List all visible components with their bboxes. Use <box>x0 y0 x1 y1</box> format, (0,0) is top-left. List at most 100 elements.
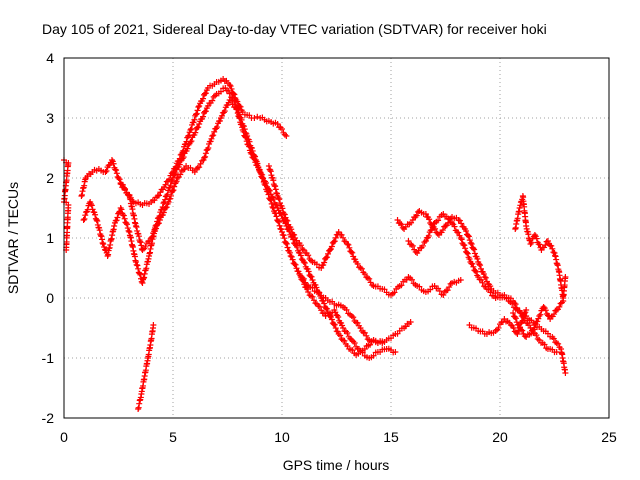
data-point <box>231 91 238 98</box>
data-point <box>148 235 155 241</box>
data-point <box>265 191 272 198</box>
data-point <box>471 246 478 253</box>
data-point <box>469 260 476 267</box>
data-point <box>470 245 477 252</box>
data-point <box>163 204 170 211</box>
data-point <box>288 253 295 260</box>
data-point <box>196 164 203 171</box>
data-point <box>527 241 534 247</box>
data-point <box>422 238 429 244</box>
data-point <box>457 235 464 241</box>
data-point <box>240 123 247 130</box>
data-point <box>88 202 95 209</box>
data-point <box>409 242 416 249</box>
data-point <box>357 325 364 331</box>
data-point <box>510 324 517 331</box>
y-tick-label: 4 <box>46 50 54 66</box>
data-point <box>103 167 110 174</box>
data-point <box>272 186 279 193</box>
data-point <box>328 243 335 250</box>
data-point <box>89 206 96 213</box>
data-point <box>275 219 282 226</box>
data-point <box>549 245 556 252</box>
x-tick-label: 0 <box>60 429 68 445</box>
data-point <box>192 129 199 136</box>
data-point <box>474 255 481 262</box>
data-point <box>436 288 443 295</box>
data-point <box>514 331 521 337</box>
data-point <box>419 242 426 249</box>
data-point <box>544 330 551 337</box>
data-point <box>210 132 217 139</box>
data-point <box>113 170 120 177</box>
data-point <box>209 97 216 104</box>
x-tick-label: 5 <box>169 429 177 445</box>
data-point <box>120 212 127 219</box>
data-point <box>305 268 312 275</box>
data-point <box>242 129 249 136</box>
data-point <box>259 174 266 181</box>
data-point <box>254 113 261 120</box>
data-point <box>556 303 563 310</box>
data-point <box>332 309 339 316</box>
data-point <box>351 340 358 347</box>
data-point <box>340 325 347 331</box>
data-point <box>540 304 547 310</box>
data-point <box>364 274 371 281</box>
data-point <box>160 209 167 216</box>
data-point <box>283 217 290 223</box>
data-point <box>471 250 478 257</box>
data-point <box>332 325 339 332</box>
data-point <box>291 261 298 268</box>
data-point <box>300 247 307 253</box>
data-point <box>344 241 351 247</box>
data-point <box>249 147 256 154</box>
data-point <box>218 112 225 119</box>
data-point <box>381 286 388 293</box>
data-point <box>210 93 217 100</box>
data-point <box>252 153 259 160</box>
data-point <box>134 262 141 269</box>
data-point <box>515 322 522 329</box>
data-point <box>392 349 399 355</box>
data-point <box>116 176 123 183</box>
data-point <box>200 95 207 102</box>
data-point <box>541 341 548 348</box>
data-point <box>444 287 451 294</box>
data-point <box>458 220 465 227</box>
data-point <box>466 237 473 244</box>
data-point <box>461 242 468 249</box>
data-point <box>288 226 295 233</box>
data-point <box>157 189 164 196</box>
data-point <box>114 214 121 221</box>
data-point <box>279 205 286 212</box>
chart-title: Day 105 of 2021, Sidereal Day-to-day VTE… <box>42 21 547 37</box>
data-point <box>228 97 235 104</box>
data-point <box>548 242 555 249</box>
data-point <box>226 82 233 88</box>
data-point <box>171 171 178 178</box>
data-point <box>560 298 567 304</box>
data-point <box>124 225 131 232</box>
data-point <box>536 241 543 248</box>
data-point <box>346 244 353 251</box>
data-point <box>115 175 122 181</box>
data-point <box>550 335 557 342</box>
data-point <box>167 195 174 202</box>
x-axis-label: GPS time / hours <box>283 457 390 473</box>
data-point <box>293 265 300 272</box>
data-point <box>273 189 280 196</box>
data-point <box>202 90 209 97</box>
data-point <box>284 244 291 251</box>
data-point <box>237 103 244 110</box>
data-point <box>445 215 452 222</box>
data-point <box>188 125 195 132</box>
data-point <box>184 145 191 152</box>
data-point <box>562 370 569 376</box>
data-point <box>251 152 258 159</box>
data-point <box>102 169 109 175</box>
data-point <box>123 220 130 227</box>
data-point <box>367 341 374 348</box>
data-point <box>241 126 248 133</box>
data-point <box>321 259 328 266</box>
